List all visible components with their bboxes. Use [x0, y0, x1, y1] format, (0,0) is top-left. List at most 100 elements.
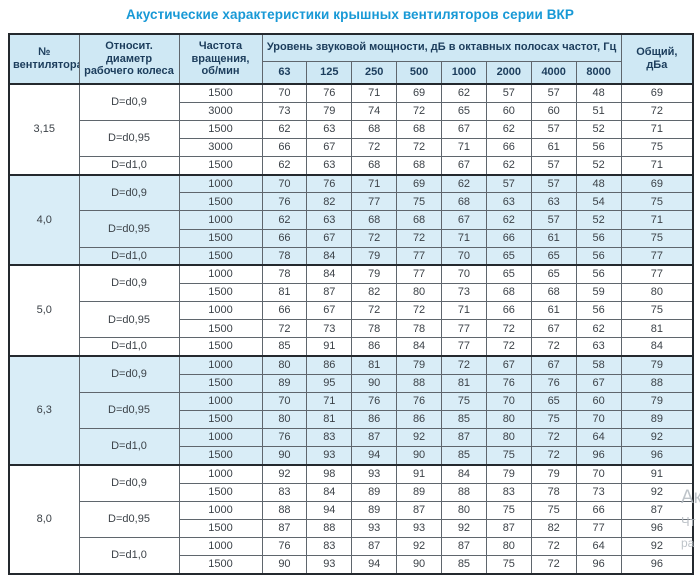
total-dba-cell: 96	[620, 518, 694, 539]
spl-value-cell: 68	[441, 192, 487, 212]
spl-value-cell: 56	[575, 246, 622, 266]
spl-value-cell: 72	[530, 428, 577, 448]
spl-value-cell: 72	[441, 355, 487, 375]
spl-value-cell: 89	[351, 482, 398, 502]
spl-value-cell: 63	[485, 192, 532, 212]
spl-value-cell: 62	[485, 156, 532, 176]
spl-value-cell: 67	[306, 228, 353, 248]
spl-value-cell: 77	[396, 264, 442, 285]
header-frequency-band: 8000	[575, 60, 622, 85]
spl-value-cell: 66	[485, 301, 532, 321]
spl-value-cell: 69	[396, 82, 442, 103]
spl-value-cell: 56	[575, 228, 622, 248]
spl-value-cell: 48	[575, 173, 622, 194]
spl-value-cell: 84	[306, 264, 353, 285]
relative-diameter-cell: D=d0,9	[78, 82, 180, 121]
spl-value-cell: 76	[530, 373, 577, 393]
spl-value-cell: 85	[261, 337, 308, 357]
spl-value-cell: 72	[351, 137, 398, 158]
spl-value-cell: 71	[441, 228, 487, 248]
rpm-cell: 1500	[178, 446, 263, 466]
page-title: Акустические характеристики крышных вент…	[125, 7, 574, 22]
header-sound-power-level: Уровень звуковой мощности, дБ в октавных…	[261, 33, 622, 62]
relative-diameter-cell: D=d0,95	[78, 301, 180, 339]
table-row: D=d0,95 1500 62 63 68 68 67 62 57 52 71	[9, 119, 694, 158]
spl-value-cell: 56	[575, 301, 622, 321]
rpm-cell: 1000	[178, 301, 263, 321]
rpm-cell: 1500	[178, 283, 263, 303]
total-dba-cell: 71	[620, 210, 694, 230]
spl-value-cell: 63	[575, 337, 622, 357]
spl-value-cell: 72	[530, 446, 577, 466]
rpm-cell: 1500	[178, 246, 263, 266]
header-frequency-band: 250	[351, 60, 398, 85]
spl-value-cell: 76	[261, 192, 308, 212]
total-dba-cell: 80	[620, 283, 694, 303]
table-header-row: № вентилятора Относит. диаметр рабочего …	[8, 33, 694, 85]
relative-diameter-cell: D=d0,95	[78, 119, 180, 158]
rpm-cell: 1000	[178, 537, 263, 557]
spl-value-cell: 77	[441, 319, 487, 339]
spl-value-cell: 67	[306, 301, 353, 321]
rpm-cell: 1000	[178, 355, 263, 375]
spl-value-cell: 76	[261, 537, 308, 557]
spl-value-cell: 75	[485, 446, 532, 466]
spl-value-cell: 75	[530, 500, 577, 520]
spl-value-cell: 90	[396, 555, 442, 575]
spl-value-cell: 87	[351, 537, 398, 557]
table-row: 6,3 D=d0,9 1000 80 86 81 79 72 67 67 58 79	[8, 355, 694, 466]
spl-value-cell: 83	[306, 537, 353, 557]
spl-value-cell: 65	[485, 264, 532, 285]
spl-value-cell: 72	[530, 337, 577, 357]
spl-value-cell: 70	[485, 391, 532, 412]
header-total-dba: Общий, дБа	[620, 33, 694, 85]
spl-value-cell: 93	[306, 555, 353, 575]
total-dba-cell: 75	[620, 192, 694, 212]
spl-value-cell: 64	[575, 537, 622, 557]
spl-value-cell: 86	[351, 410, 398, 430]
rpm-cell: 1500	[178, 156, 263, 176]
spl-value-cell: 63	[306, 210, 353, 230]
spl-value-cell: 72	[530, 537, 577, 557]
spl-value-cell: 57	[485, 82, 532, 103]
spl-value-cell: 85	[441, 555, 487, 575]
table-row: 8,0 D=d0,9 1000 92 98 93 91 84 79 79 70 91	[8, 463, 694, 575]
spl-value-cell: 66	[261, 228, 308, 248]
spl-value-cell: 57	[530, 119, 577, 139]
table-row: D=d0,95 1000 88 94 89 87 80 75 75 66 87	[9, 500, 694, 539]
relative-diameter-cell: D=d0,9	[78, 355, 180, 393]
total-dba-cell: 77	[620, 246, 694, 266]
header-rotation-frequency: Частота вращения, об/мин	[178, 33, 263, 85]
spl-value-cell: 77	[441, 337, 487, 357]
total-dba-cell: 75	[620, 301, 694, 321]
spl-value-cell: 68	[351, 156, 398, 176]
spl-value-cell: 68	[351, 210, 398, 230]
spl-value-cell: 65	[530, 246, 577, 266]
spl-value-cell: 62	[261, 210, 308, 230]
spl-value-cell: 57	[530, 210, 577, 230]
spl-value-cell: 90	[261, 555, 308, 575]
spl-value-cell: 80	[485, 537, 532, 557]
spl-value-cell: 88	[261, 500, 308, 520]
spl-value-cell: 94	[351, 446, 398, 466]
rpm-cell: 1500	[178, 319, 263, 339]
spl-value-cell: 93	[351, 518, 398, 539]
spl-value-cell: 86	[351, 337, 398, 357]
spl-value-cell: 70	[441, 264, 487, 285]
rpm-cell: 1500	[178, 192, 263, 212]
table-row: D=d1,0 1000 76 83 87 92 87 80 72 64 92	[9, 537, 694, 575]
total-dba-cell: 89	[620, 410, 694, 430]
spl-value-cell: 96	[575, 555, 622, 575]
spl-value-cell: 63	[530, 192, 577, 212]
table-row: D=d0,95 1000 70 71 76 76 75 70 65 60 79	[9, 391, 694, 430]
table-row: D=d1,0 1500 62 63 68 68 67 62 57 52 71	[9, 156, 694, 176]
spl-value-cell: 82	[530, 518, 577, 539]
relative-diameter-cell: D=d0,95	[78, 391, 180, 430]
spl-value-cell: 66	[485, 137, 532, 158]
spl-value-cell: 72	[351, 228, 398, 248]
spl-value-cell: 62	[441, 82, 487, 103]
spl-value-cell: 67	[485, 355, 532, 375]
spl-value-cell: 86	[396, 410, 442, 430]
spl-value-cell: 93	[351, 463, 398, 484]
